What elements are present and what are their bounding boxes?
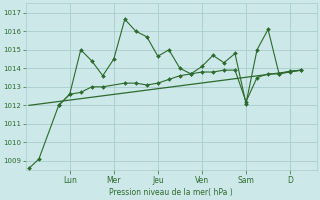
X-axis label: Pression niveau de la mer( hPa ): Pression niveau de la mer( hPa ): [109, 188, 233, 197]
